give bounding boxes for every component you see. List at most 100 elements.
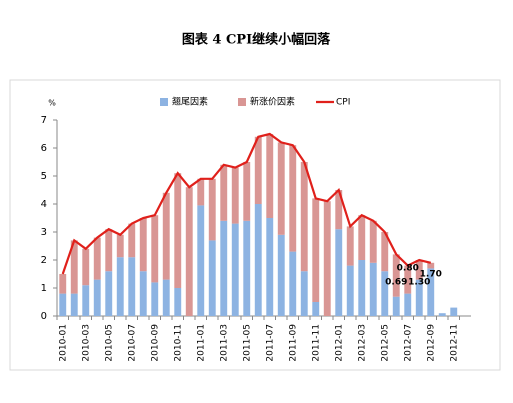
- value-label: 0.80: [397, 264, 419, 274]
- x-tick-label: 2011-09: [288, 324, 298, 362]
- bar: [162, 279, 170, 316]
- bar: [162, 192, 170, 280]
- bar: [70, 240, 78, 294]
- x-tick-label: 2012-01: [334, 324, 344, 362]
- y-tick-label: 1: [41, 283, 47, 294]
- y-tick-label: 7: [41, 115, 47, 126]
- x-tick-label: 2010-01: [58, 324, 68, 362]
- line: [61, 132, 432, 275]
- x-tick-label: 2012-07: [403, 324, 413, 362]
- value-label: 1.70: [420, 270, 442, 280]
- bar: [116, 234, 124, 258]
- y-tick-label: 4: [41, 199, 47, 210]
- bar: [70, 293, 78, 316]
- bar: [151, 282, 159, 316]
- bar: [266, 134, 274, 218]
- bar: [59, 293, 67, 316]
- bar: [404, 293, 412, 316]
- bar: [450, 307, 458, 316]
- bar: [369, 220, 377, 263]
- value-label: 0.69: [385, 278, 407, 288]
- bar: [289, 145, 297, 252]
- bar: [116, 257, 124, 316]
- bar: [82, 248, 90, 286]
- bar: [346, 265, 354, 316]
- x-tick-label: 2011-07: [265, 324, 275, 362]
- x-tick-label: 2012-05: [380, 324, 390, 362]
- bar: [312, 302, 320, 316]
- x-tick-label: 2012-09: [426, 324, 436, 362]
- bar: [392, 296, 400, 316]
- bar: [128, 223, 136, 258]
- bar: [185, 187, 193, 316]
- bar: [197, 205, 205, 316]
- bar: [243, 220, 251, 316]
- bar: [93, 237, 101, 280]
- legend-label: 新涨价因素: [250, 96, 295, 108]
- bar: [231, 223, 239, 316]
- bar: [208, 178, 216, 241]
- bar: [93, 279, 101, 316]
- y-tick-label: 3: [41, 227, 47, 238]
- x-tick-label: 2011-03: [219, 324, 229, 362]
- bar: [335, 229, 343, 316]
- x-tick-label: 2010-05: [104, 324, 114, 362]
- y-tick-label: 6: [41, 143, 47, 154]
- legend-swatch: [238, 98, 246, 106]
- bar: [139, 218, 147, 272]
- bar: [139, 271, 147, 316]
- bar: [59, 274, 67, 294]
- bar: [128, 257, 136, 316]
- chart-title: 图表 4 CPI继续小幅回落: [182, 32, 331, 48]
- bar: [254, 136, 262, 204]
- bar: [346, 226, 354, 266]
- legend-label: 翘尾因素: [172, 96, 208, 108]
- legend-swatch: [160, 98, 168, 106]
- bar: [231, 167, 239, 224]
- bar: [105, 229, 113, 272]
- y-tick-label: 2: [41, 255, 47, 266]
- x-tick-label: 2010-07: [127, 324, 137, 362]
- bar: [243, 162, 251, 221]
- x-tick-label: 2011-11: [311, 324, 321, 362]
- bar: [82, 285, 90, 316]
- bar: [427, 268, 435, 316]
- bar: [323, 201, 331, 316]
- x-tick-label: 2011-01: [196, 324, 206, 362]
- bar: [427, 262, 435, 269]
- x-tick-label: 2010-03: [81, 324, 91, 362]
- bar: [300, 162, 308, 272]
- x-tick-label: 2012-03: [357, 324, 367, 362]
- bar: [151, 215, 159, 283]
- bar: [392, 254, 400, 297]
- bar: [277, 234, 285, 316]
- bar: [438, 313, 446, 316]
- x-tick-label: 2010-09: [150, 324, 160, 362]
- y-axis-label: %: [48, 99, 56, 108]
- x-tick-label: 2010-11: [173, 324, 183, 362]
- bar: [381, 271, 389, 316]
- chart-frame: [9, 79, 501, 371]
- bar: [404, 265, 412, 294]
- bar: [208, 240, 216, 316]
- y-tick-label: 0: [41, 311, 47, 322]
- bar: [277, 142, 285, 235]
- bar: [197, 178, 205, 206]
- bar: [254, 204, 262, 316]
- bar: [300, 271, 308, 316]
- legend-label: CPI: [336, 98, 350, 108]
- bar: [335, 190, 343, 230]
- x-tick-label: 2011-05: [242, 324, 252, 362]
- x-tick-label: 2012-11: [449, 324, 459, 362]
- value-label: 1.30: [408, 278, 430, 288]
- bar: [358, 215, 366, 260]
- bar: [358, 260, 366, 316]
- bar: [312, 198, 320, 302]
- bar: [415, 260, 423, 280]
- bar: [289, 251, 297, 316]
- bar: [105, 271, 113, 316]
- bar: [415, 279, 423, 316]
- bar: [369, 262, 377, 316]
